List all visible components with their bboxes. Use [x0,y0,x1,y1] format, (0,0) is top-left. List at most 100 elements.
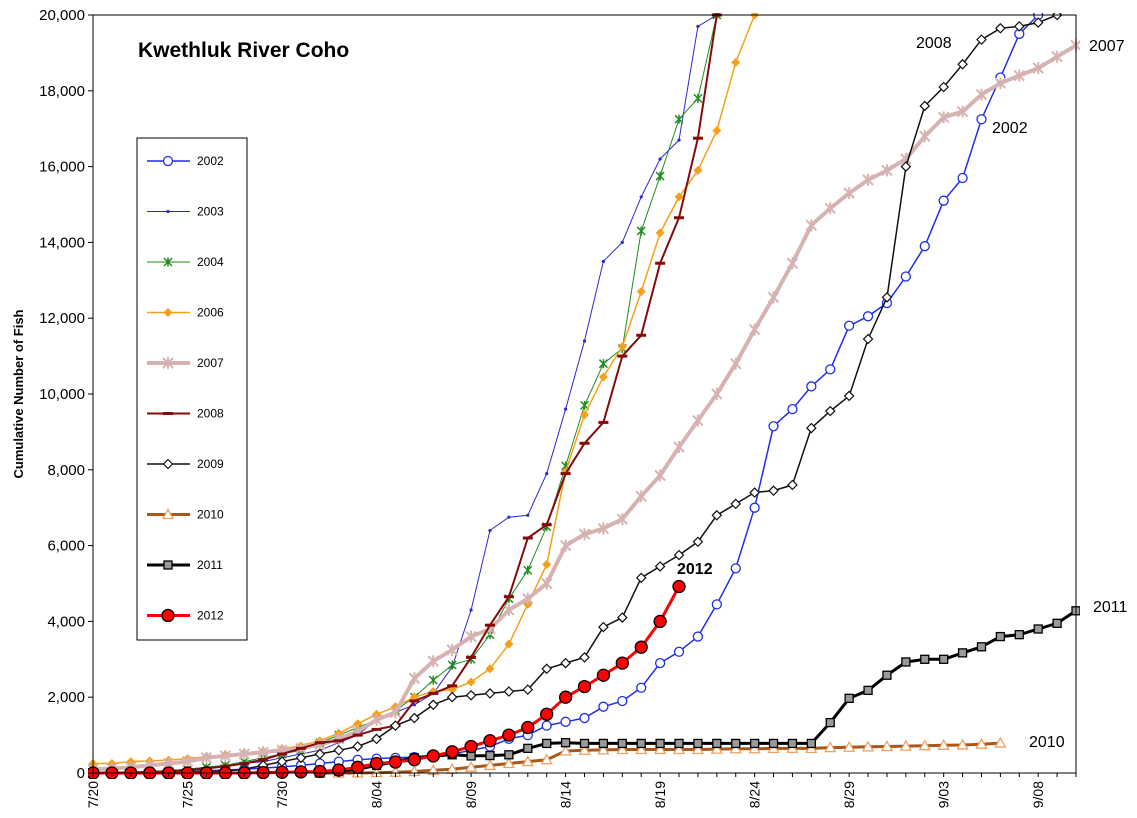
marker [635,572,647,584]
marker [466,677,476,687]
marker [485,664,495,674]
marker [710,742,723,754]
marker [558,690,573,704]
marker [731,57,741,67]
marker [598,372,608,382]
marker [484,688,496,699]
marker [939,654,949,664]
marker [976,34,987,45]
marker [426,749,440,763]
marker [994,77,1007,90]
marker [522,536,533,540]
marker [617,738,627,749]
x-tick-label: 8/24 [747,781,763,808]
marker [881,292,893,303]
marker [787,479,798,491]
marker [504,639,514,649]
marker [863,685,873,696]
marker [507,515,511,519]
marker [333,739,344,743]
marker [162,155,174,167]
marker [1032,17,1044,28]
marker [466,655,477,659]
marker [596,668,611,682]
marker [352,733,363,737]
marker [483,734,497,748]
marker [163,257,173,267]
marker [655,171,665,181]
marker [163,560,173,570]
y-tick-label: 14,000 [39,234,85,251]
x-tick-label: 8/04 [369,781,385,808]
marker [730,563,741,574]
x-tick-label: 8/09 [463,781,479,808]
legend-label: 2012 [197,609,224,623]
marker [162,458,174,470]
marker [540,707,554,721]
marker [502,728,516,742]
marker [412,703,416,707]
marker [219,749,232,762]
marker [523,565,533,575]
marker [654,469,666,482]
marker [937,111,950,124]
y-tick-label: 0 [77,765,85,782]
marker [579,652,590,663]
marker [353,719,363,729]
marker [465,689,477,701]
marker [693,165,703,175]
marker [1051,50,1063,63]
marker [616,612,628,623]
x-tick-label: 7/30 [274,781,290,808]
y-tick-label: 18,000 [39,83,85,100]
marker [521,720,535,735]
marker [295,752,307,764]
marker [181,755,194,768]
marker [730,498,742,510]
y-tick-label: 6,000 [47,538,85,555]
series-line [92,14,718,774]
legend-label: 2003 [197,205,224,219]
legend-label: 2010 [197,508,224,522]
marker [636,287,646,297]
marker [314,741,325,745]
marker [447,684,458,688]
marker [598,359,608,369]
annotation: 2008 [916,35,952,52]
marker [408,672,421,685]
marker [862,333,874,345]
marker [275,765,289,779]
marker [672,579,686,594]
y-tick-label: 20,000 [39,7,85,24]
marker [749,502,760,513]
marker [541,663,553,675]
marker [956,738,969,750]
marker [825,717,835,728]
marker [786,257,799,270]
marker [712,738,722,749]
legend-label: 2008 [197,407,224,421]
marker [1052,618,1062,628]
y-axis-label: Cumulative Number of Fish [11,309,26,478]
marker [579,441,590,445]
marker [937,738,950,750]
marker [617,354,628,358]
marker [488,528,492,533]
marker [427,699,439,711]
marker [371,727,382,731]
marker [692,536,704,548]
marker [1032,62,1044,75]
marker [484,623,495,627]
marker [862,173,874,186]
marker [616,743,629,755]
marker [787,404,798,415]
annotation: 2007 [1089,38,1125,55]
marker [975,737,988,749]
marker [502,757,515,769]
marker [805,422,817,434]
marker [844,320,855,331]
x-tick-label: 8/29 [841,781,857,808]
marker [582,339,587,343]
